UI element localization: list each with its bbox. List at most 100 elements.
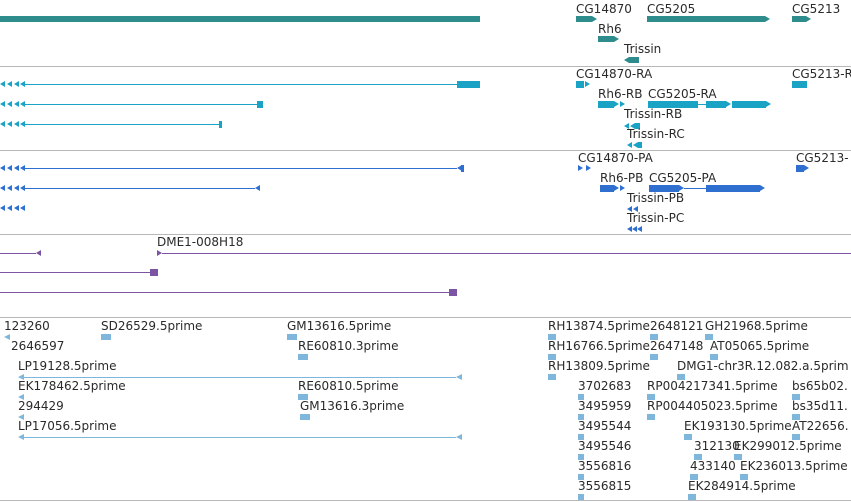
est-label[interactable]: 123260 bbox=[4, 319, 50, 333]
cds-feature[interactable] bbox=[649, 185, 679, 192]
est-label[interactable]: RP004217341.5prime bbox=[647, 379, 778, 393]
transcript-feature[interactable] bbox=[219, 121, 222, 128]
est-feature[interactable] bbox=[578, 494, 584, 500]
gene-feature[interactable] bbox=[792, 16, 806, 22]
est-label[interactable]: 3495959 bbox=[578, 399, 632, 413]
cds-feature[interactable] bbox=[461, 165, 464, 172]
est-label[interactable]: bs65b02. bbox=[792, 379, 848, 393]
gene-label[interactable]: CG5205 bbox=[647, 2, 696, 16]
clone-label[interactable]: DME1-008H18 bbox=[157, 235, 244, 249]
est-label[interactable]: RH13874.5prime bbox=[548, 319, 650, 333]
est-feature[interactable] bbox=[101, 334, 111, 340]
est-feature[interactable] bbox=[578, 454, 584, 460]
cds-feature[interactable] bbox=[706, 185, 760, 192]
est-label[interactable]: EK299012.5prime bbox=[734, 439, 842, 453]
est-label[interactable]: bs35d11. bbox=[792, 399, 848, 413]
est-label[interactable]: LP17056.5prime bbox=[18, 419, 117, 433]
gene-feature[interactable] bbox=[598, 36, 614, 42]
est-feature[interactable] bbox=[287, 334, 297, 340]
est-feature[interactable] bbox=[650, 354, 658, 360]
transcript-feature[interactable] bbox=[732, 101, 766, 108]
est-feature[interactable] bbox=[705, 334, 713, 340]
transcript-label[interactable]: Rh6-RB bbox=[598, 87, 643, 101]
est-line[interactable] bbox=[24, 377, 456, 378]
est-label[interactable]: 3556815 bbox=[578, 479, 632, 493]
est-label[interactable]: AT05065.5prime bbox=[710, 339, 810, 353]
est-label[interactable]: 3702683 bbox=[578, 379, 632, 393]
est-line[interactable] bbox=[24, 437, 456, 438]
est-feature[interactable] bbox=[684, 434, 692, 440]
est-feature[interactable] bbox=[578, 414, 584, 420]
est-feature[interactable] bbox=[647, 414, 655, 420]
est-label[interactable]: EK178462.5prime bbox=[18, 379, 126, 393]
clone-line[interactable] bbox=[0, 292, 449, 293]
est-label[interactable]: 3556816 bbox=[578, 459, 632, 473]
cds-label[interactable]: CG5213- bbox=[796, 151, 849, 165]
clone-line[interactable] bbox=[0, 272, 150, 273]
transcript-feature[interactable] bbox=[598, 101, 614, 108]
gene-feature[interactable] bbox=[576, 16, 592, 22]
est-feature[interactable] bbox=[734, 454, 742, 460]
est-feature[interactable] bbox=[647, 394, 655, 400]
transcript-label[interactable]: CG5205-RA bbox=[648, 87, 717, 101]
transcript-feature[interactable] bbox=[457, 81, 480, 88]
est-label[interactable]: EK193130.5prime bbox=[684, 419, 792, 433]
est-feature[interactable] bbox=[548, 354, 556, 360]
est-feature[interactable] bbox=[792, 434, 800, 440]
est-feature[interactable] bbox=[710, 354, 718, 360]
transcript-label[interactable]: Trissin-RC bbox=[627, 127, 685, 141]
clone-feature[interactable] bbox=[150, 269, 158, 276]
est-label[interactable]: 3495544 bbox=[578, 419, 632, 433]
cds-label[interactable]: Trissin-PC bbox=[627, 211, 685, 225]
gene-label[interactable]: CG14870 bbox=[576, 2, 632, 16]
est-label[interactable]: 2647148 bbox=[650, 339, 704, 353]
est-label[interactable]: LP19128.5prime bbox=[18, 359, 117, 373]
transcript-feature[interactable] bbox=[257, 101, 263, 108]
cds-feature[interactable] bbox=[796, 165, 804, 172]
est-feature[interactable] bbox=[690, 474, 698, 480]
cds-feature[interactable] bbox=[600, 185, 614, 192]
est-label[interactable]: RH13809.5prime bbox=[548, 359, 650, 373]
gene-feature[interactable] bbox=[0, 16, 480, 22]
est-feature[interactable] bbox=[298, 354, 308, 360]
est-label[interactable]: EK236013.5prime bbox=[740, 459, 848, 473]
transcript-label[interactable]: Trissin-RB bbox=[624, 107, 683, 121]
gene-label[interactable]: Trissin bbox=[624, 42, 662, 56]
transcript-label[interactable]: CG14870-RA bbox=[576, 67, 653, 81]
transcript-feature[interactable] bbox=[576, 81, 584, 88]
est-feature[interactable] bbox=[792, 414, 800, 420]
clone-feature[interactable] bbox=[449, 289, 457, 296]
est-feature[interactable] bbox=[548, 374, 556, 380]
est-feature[interactable] bbox=[688, 494, 696, 500]
est-feature[interactable] bbox=[694, 454, 702, 460]
est-feature[interactable] bbox=[578, 474, 584, 480]
transcript-feature[interactable] bbox=[792, 81, 807, 88]
cds-label[interactable]: Rh6-PB bbox=[600, 171, 644, 185]
est-label[interactable]: EK284914.5prime bbox=[688, 479, 796, 493]
transcript-feature[interactable] bbox=[635, 123, 640, 129]
est-feature[interactable] bbox=[677, 374, 685, 380]
est-feature[interactable] bbox=[650, 334, 658, 340]
clone-line[interactable] bbox=[162, 253, 851, 254]
est-label[interactable]: 294429 bbox=[18, 399, 64, 413]
est-feature[interactable] bbox=[548, 334, 556, 340]
est-label[interactable]: GM13616.3prime bbox=[300, 399, 405, 413]
est-label[interactable]: 433140 bbox=[690, 459, 736, 473]
est-label[interactable]: RH16766.5prime bbox=[548, 339, 650, 353]
est-label[interactable]: AT22656. bbox=[792, 419, 849, 433]
gene-label[interactable]: CG5213 bbox=[792, 2, 841, 16]
gene-feature[interactable] bbox=[647, 16, 765, 22]
est-label[interactable]: GH21968.5prime bbox=[705, 319, 808, 333]
est-label[interactable]: RE60810.3prime bbox=[298, 339, 399, 353]
cds-label[interactable]: CG14870-PA bbox=[578, 151, 653, 165]
transcript-label[interactable]: CG5213-R bbox=[792, 67, 851, 81]
est-label[interactable]: 3495546 bbox=[578, 439, 632, 453]
est-feature[interactable] bbox=[300, 414, 310, 420]
transcript-feature[interactable] bbox=[706, 101, 726, 108]
est-label[interactable]: 2648121 bbox=[650, 319, 704, 333]
gene-label[interactable]: Rh6 bbox=[598, 22, 622, 36]
transcript-feature[interactable] bbox=[648, 101, 698, 108]
est-label[interactable]: 2646597 bbox=[11, 339, 65, 353]
clone-line[interactable] bbox=[0, 253, 36, 254]
est-label[interactable]: DMG1-chr3R.12.082.a.5prim bbox=[677, 359, 849, 373]
